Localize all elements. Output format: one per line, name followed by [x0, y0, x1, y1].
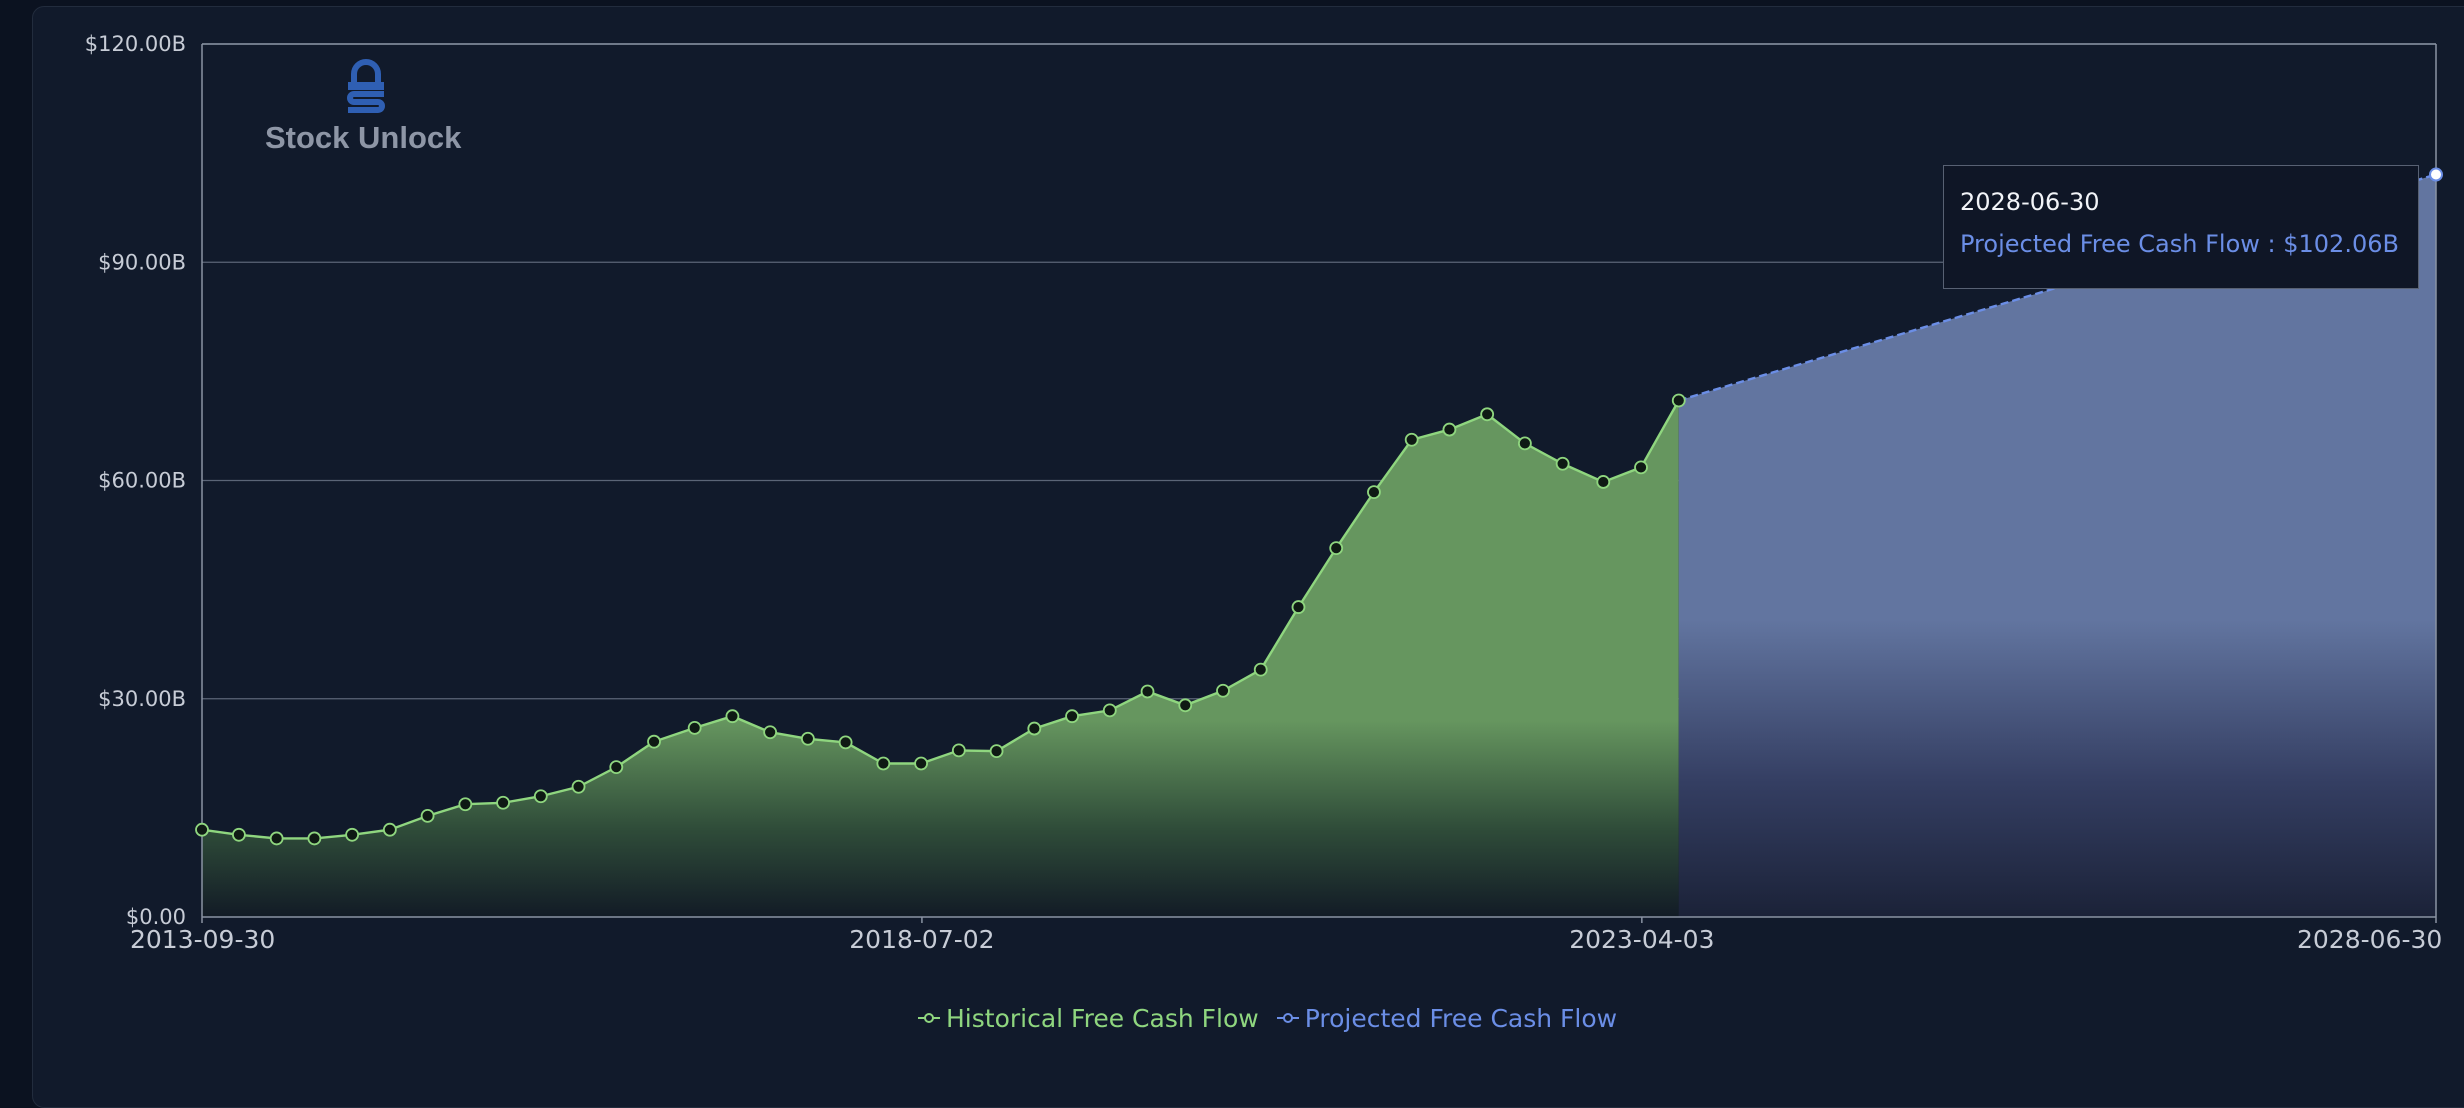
chart-tooltip: 2028-06-30 Projected Free Cash Flow : $1… — [1943, 165, 2419, 289]
projected-point — [2429, 167, 2443, 182]
legend-marker-projected-icon — [1276, 1013, 1299, 1023]
historical-point — [725, 709, 740, 724]
historical-point — [763, 725, 778, 740]
historical-point — [647, 734, 661, 749]
historical-point — [269, 831, 284, 846]
area-fills — [202, 174, 2436, 918]
historical-point — [195, 822, 209, 837]
historical-point — [1442, 422, 1457, 437]
historical-point — [687, 720, 702, 735]
historical-point — [609, 760, 624, 775]
historical-point — [1517, 436, 1532, 451]
historical-point — [307, 831, 322, 846]
historical-point — [533, 789, 548, 804]
historical-point — [951, 743, 966, 758]
historical-point — [1596, 475, 1611, 489]
historical-point — [496, 795, 510, 810]
historical-point — [458, 797, 473, 812]
x-axis-ticks: 2013-09-30 2018-07-02 2023-04-03 2028-06-30 — [130, 917, 2442, 954]
historical-point — [1140, 684, 1155, 699]
legend-label-historical: Historical Free Cash Flow — [946, 1003, 1259, 1033]
historical-point — [232, 827, 246, 842]
historical-point — [1253, 662, 1268, 677]
y-axis-ticks: $0.00 $30.00B $60.00B $90.00B $120.00B — [85, 32, 186, 929]
historical-line — [201, 399, 1680, 840]
x-tick-label: 2018-07-02 — [849, 925, 994, 954]
y-tick-label: $90.00B — [98, 250, 186, 274]
historical-point — [914, 756, 928, 771]
x-tick-label: 2013-09-30 — [130, 925, 275, 954]
legend-item-historical[interactable]: Historical Free Cash Flow — [918, 1004, 1259, 1033]
historical-point — [1216, 683, 1230, 698]
historical-point — [1404, 432, 1419, 447]
data-points — [195, 167, 2443, 846]
historical-point — [1367, 485, 1381, 500]
historical-point — [1027, 721, 1042, 736]
tooltip-date: 2028-06-30 — [1960, 188, 2100, 216]
y-tick-label: $0.00 — [126, 905, 186, 929]
historical-point — [1555, 456, 1570, 471]
axes — [201, 43, 2437, 918]
historical-point — [1671, 393, 1686, 408]
historical-point — [571, 779, 586, 794]
y-tick-label: $30.00B — [98, 687, 186, 711]
historical-point — [1329, 541, 1344, 556]
legend-marker-historical-icon — [918, 1013, 940, 1023]
y-tick-label: $120.00B — [85, 32, 186, 56]
historical-point — [345, 827, 360, 842]
legend-label-projected: Projected Free Cash Flow — [1304, 1003, 1618, 1033]
historical-point — [1480, 407, 1495, 422]
historical-point — [1291, 600, 1306, 614]
x-tick-label: 2023-04-03 — [1569, 925, 1714, 954]
free-cash-flow-chart: $0.00 $30.00B $60.00B $90.00B $120.00B 2013-… — [85, 32, 2443, 954]
historical-point — [838, 735, 853, 750]
series-lines — [201, 173, 2437, 840]
x-tick-label: 2028-06-30 — [2297, 925, 2442, 954]
historical-point — [876, 756, 891, 771]
historical-point — [800, 731, 815, 746]
historical-point — [1102, 703, 1117, 718]
tooltip-value: Projected Free Cash Flow : $102.06B — [1960, 230, 2399, 258]
historical-point — [1178, 698, 1193, 713]
historical-point — [989, 744, 1004, 759]
lock-logo-icon — [347, 59, 385, 113]
historical-point — [382, 822, 397, 837]
historical-point — [1065, 709, 1079, 724]
historical-point — [1634, 460, 1648, 475]
historical-point — [420, 808, 435, 823]
projected-area — [1678, 174, 2436, 918]
chart-legend: Historical Free Cash Flow Projected Free… — [918, 1000, 1617, 1036]
logo-text: Stock Unlock — [265, 120, 462, 155]
stock-unlock-logo: Stock Unlock — [265, 58, 475, 162]
historical-area — [202, 400, 1679, 918]
y-tick-label: $60.00B — [98, 469, 186, 493]
legend-item-projected[interactable]: Projected Free Cash Flow — [1276, 1003, 1618, 1033]
